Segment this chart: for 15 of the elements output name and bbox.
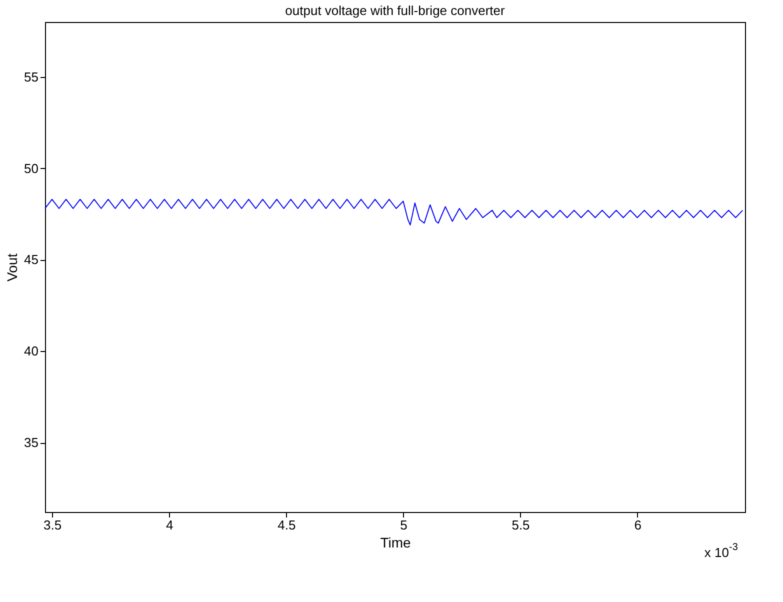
x-tick-label: 3.5 xyxy=(43,518,62,532)
line-series xyxy=(44,198,744,226)
x-tick-label: 6 xyxy=(634,518,642,532)
x-tick-label: 4.5 xyxy=(278,518,296,532)
x-tick-label: 5.5 xyxy=(512,518,530,532)
x-tick-label: 4 xyxy=(166,518,174,532)
y-axis-title: Vout xyxy=(4,253,20,282)
x-axis-title: Time xyxy=(380,534,412,550)
y-tick-label: 50 xyxy=(24,160,38,176)
x-tick-label: 5 xyxy=(400,518,408,532)
y-tick-label: 55 xyxy=(24,69,38,84)
y-tick-label: 35 xyxy=(24,435,38,450)
y-tick-label: 40 xyxy=(24,344,38,359)
y-tick-label: 45 xyxy=(24,252,38,268)
chart-title: output voltage with full-brige converter xyxy=(285,3,506,18)
